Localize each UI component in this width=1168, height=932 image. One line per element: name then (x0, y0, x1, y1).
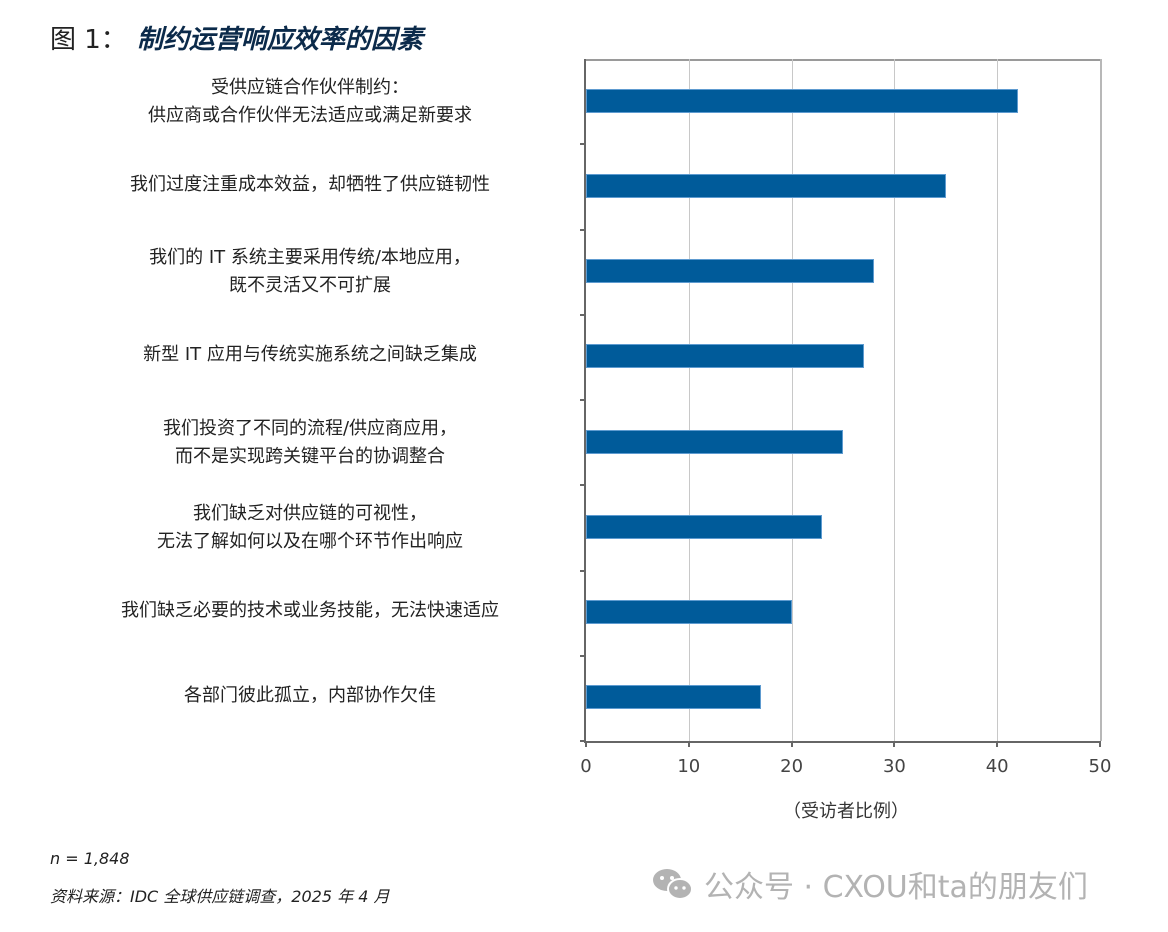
x-tick (790, 741, 793, 747)
category-label-line: 我们缺乏对供应链的可视性， (193, 502, 427, 524)
x-tick-label: 30 (882, 756, 906, 777)
sample-size-note: n = 1,848 (50, 849, 130, 868)
watermark: 公众号 · CXOU和ta的朋友们 (652, 862, 1088, 906)
watermark-text: 公众号 · CXOU和ta的朋友们 (704, 870, 1088, 905)
bar (586, 259, 874, 284)
x-axis (584, 741, 1100, 743)
figure-title-text: 制约运营响应效率的因素 (136, 25, 423, 55)
bar (586, 600, 792, 625)
y-axis (584, 59, 586, 743)
x-axis-title: （受访者比例） (783, 801, 909, 822)
category-label-line: 既不灵活又不可扩展 (229, 275, 391, 297)
x-tick-label: 50 (1088, 756, 1112, 777)
category-label-line: 我们缺乏必要的技术或业务技能，无法快速适应 (121, 600, 499, 622)
x-tick (585, 741, 587, 747)
category-label-line: 我们投资了不同的流程/供应商应用， (162, 417, 458, 439)
category-label-line: 无法了解如何以及在哪个环节作出响应 (157, 530, 463, 552)
gridline-20 (792, 59, 793, 741)
category-label-line: 而不是实现跨关键平台的协调整合 (175, 445, 445, 467)
category-label-line: 受供应链合作伙伴制约： (211, 76, 409, 98)
gridline-30 (894, 59, 895, 741)
source-note: 资料来源：IDC 全球供应链调查，2025 年 4 月 (50, 887, 390, 906)
category-label-line: 新型 IT 应用与传统实施系统之间缺乏集成 (143, 344, 477, 366)
bar (586, 344, 864, 369)
x-tick (1099, 741, 1101, 747)
y-tick (580, 654, 585, 657)
figure-number: 图 1： (50, 25, 127, 55)
x-tick-label: 40 (985, 756, 1009, 777)
category-label-line: 各部门彼此孤立，内部协作欠佳 (184, 685, 436, 707)
category-label-line: 我们的 IT 系统主要采用传统/本地应用， (149, 247, 471, 269)
bar (586, 429, 843, 454)
category-label-line: 我们过度注重成本效益，却牺牲了供应链韧性 (130, 173, 490, 195)
x-tick-label: 10 (677, 756, 701, 777)
category-label-line: 供应商或合作伙伴无法适应或满足新要求 (148, 104, 472, 126)
bar (586, 173, 946, 198)
x-tick (996, 741, 999, 747)
category-label: 我们过度注重成本效益，却牺牲了供应链韧性 (70, 171, 550, 199)
y-tick (580, 313, 585, 316)
category-label: 各部门彼此孤立，内部协作欠佳 (70, 682, 550, 710)
x-tick-label: 20 (780, 756, 804, 777)
chart-plot-area (580, 59, 1102, 747)
y-tick (580, 484, 585, 487)
x-tick (893, 741, 896, 747)
bar (586, 88, 1018, 113)
y-tick (580, 569, 585, 572)
category-label: 我们缺乏对供应链的可视性， 无法了解如何以及在哪个环节作出响应 (70, 500, 550, 556)
category-label: 新型 IT 应用与传统实施系统之间缺乏集成 (70, 341, 550, 369)
x-tick (687, 741, 690, 747)
category-label: 我们缺乏必要的技术或业务技能，无法快速适应 (70, 597, 550, 625)
category-label: 受供应链合作伙伴制约： 供应商或合作伙伴无法适应或满足新要求 (70, 74, 550, 130)
category-label: 我们的 IT 系统主要采用传统/本地应用， 既不灵活又不可扩展 (70, 244, 550, 300)
wechat-icon (652, 867, 694, 901)
figure-title: 图 1： 制约运营响应效率的因素 (50, 22, 423, 58)
y-tick (580, 740, 585, 742)
y-tick (580, 228, 585, 231)
bar (586, 514, 823, 539)
gridline-40 (997, 59, 998, 741)
y-tick (580, 143, 585, 146)
category-label: 我们投资了不同的流程/供应商应用， 而不是实现跨关键平台的协调整合 (70, 415, 550, 471)
bar (586, 685, 761, 710)
y-tick (580, 399, 585, 401)
plot-frame-right (1100, 59, 1102, 741)
plot-frame-top (586, 59, 1100, 61)
x-tick-label: 0 (580, 756, 592, 777)
gridline-10 (689, 59, 690, 741)
